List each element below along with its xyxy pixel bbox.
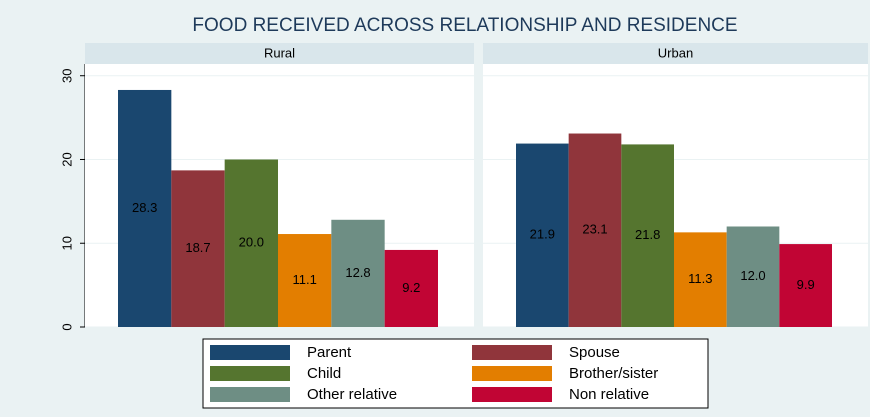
legend-label: Other relative (307, 386, 397, 403)
bar (331, 219, 385, 327)
bar-label: 12.0 (740, 268, 765, 283)
bar-label: 21.9 (530, 227, 555, 242)
legend-swatch (472, 345, 552, 360)
bar (171, 170, 225, 327)
legend-label: Brother/sister (569, 365, 658, 382)
legend-label: Non relative (569, 386, 649, 403)
bar-label: 28.3 (132, 200, 157, 215)
bar (726, 226, 780, 327)
bar (621, 144, 674, 327)
bar-label: 23.1 (582, 222, 607, 237)
bar-label: 18.7 (185, 240, 210, 255)
legend-swatch (210, 387, 290, 402)
panel-header (85, 43, 474, 64)
bar (278, 234, 332, 327)
bar (384, 249, 438, 327)
bar-label: 11.1 (292, 272, 316, 287)
bar-label: 20.0 (239, 235, 264, 250)
y-tick-label: 20 (59, 152, 74, 166)
chart-title: FOOD RECEIVED ACROSS RELATIONSHIP AND RE… (192, 15, 737, 36)
legend-label: Child (307, 365, 341, 382)
y-tick-label: 10 (59, 236, 74, 250)
panel-header (483, 43, 868, 64)
legend-label: Parent (307, 344, 352, 361)
legend-swatch (210, 366, 290, 381)
bar (568, 133, 622, 327)
bar-label: 21.8 (635, 227, 660, 242)
bar (224, 159, 278, 327)
y-tick-label: 30 (59, 68, 74, 82)
bar (674, 232, 727, 327)
bar (118, 89, 172, 327)
legend-swatch (472, 387, 552, 402)
bar-label: 9.2 (402, 280, 420, 295)
bar (779, 244, 832, 327)
legend-swatch (472, 366, 552, 381)
panel-title: Rural (264, 45, 295, 60)
panel-title: Urban (658, 45, 693, 60)
y-tick-label: 0 (59, 323, 74, 330)
bar-label: 11.3 (688, 271, 712, 286)
bar-label: 12.8 (345, 265, 370, 280)
bar (516, 143, 569, 327)
legend-label: Spouse (569, 344, 620, 361)
legend-swatch (210, 345, 290, 360)
bar-label: 9.9 (797, 277, 815, 292)
